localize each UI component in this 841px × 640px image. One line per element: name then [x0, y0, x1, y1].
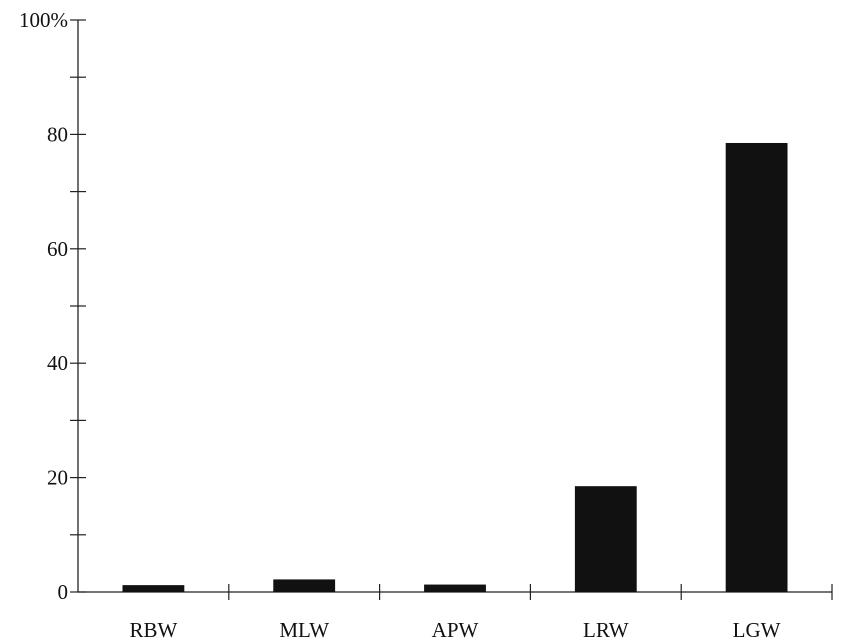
y-tick-label: 60	[47, 237, 68, 261]
x-axis-ticks: RBW MLW APW LRW LGW	[129, 584, 833, 640]
x-tick-label: RBW	[129, 618, 177, 640]
bars	[122, 142, 788, 593]
y-tick-label: 20	[47, 466, 68, 490]
x-tick-label: LRW	[583, 618, 629, 640]
x-tick-label: APW	[432, 618, 479, 640]
x-tick-label: LGW	[733, 618, 781, 640]
plot-area: 0 20 40 60 80 100% RBW MLW APW LRW LGW	[19, 8, 833, 640]
y-tick-label: 40	[47, 351, 68, 375]
bar-apw	[424, 584, 486, 592]
bar-mlw	[273, 579, 336, 592]
bar-rbw	[122, 585, 185, 592]
y-tick-label: 0	[58, 580, 69, 604]
y-axis-ticks: 0 20 40 60 80 100%	[19, 8, 86, 604]
y-tick-label: 100%	[19, 8, 68, 32]
bar-lrw	[574, 486, 637, 592]
x-tick-label: MLW	[279, 618, 329, 640]
bar-lgw	[725, 142, 788, 593]
y-tick-label: 80	[47, 122, 68, 146]
